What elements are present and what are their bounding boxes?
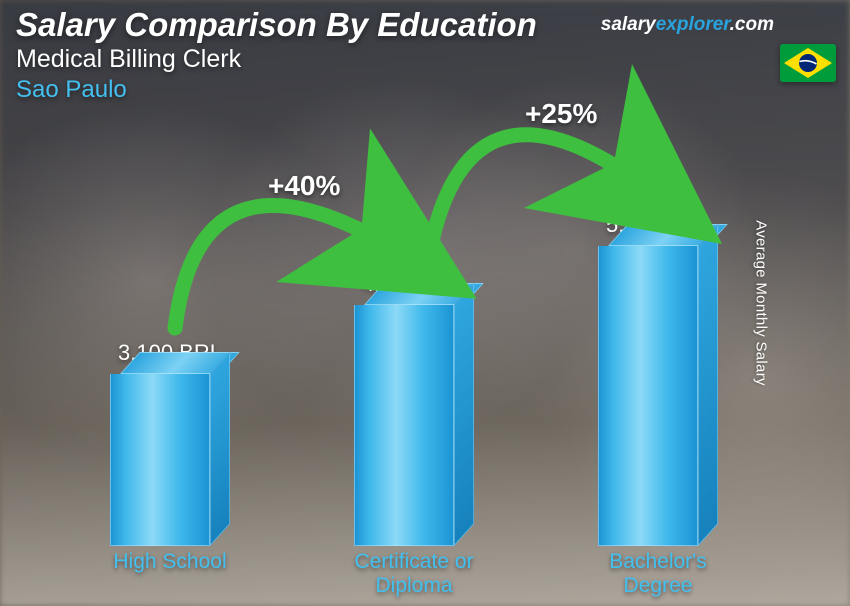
bar-slot-0: 3,100 BRL [70,340,270,546]
bar-chart: 3,100 BRL 4,330 BRL 5,400 BRL [48,130,780,546]
brand-part1: salary [601,14,656,35]
bar-2 [598,246,718,546]
brand-part2: explorer [656,14,730,35]
title-block: Salary Comparison By Education Medical B… [16,8,537,104]
bar-slot-1: 4,330 BRL [314,271,514,546]
brand-suffix: .com [730,14,774,35]
brand-logo: salaryexplorer.com [601,14,774,36]
brazil-flag-icon [780,44,836,82]
bar-0 [110,374,230,546]
infographic-content: Salary Comparison By Education Medical B… [0,0,850,606]
bar-1 [354,305,474,546]
title-job: Medical Billing Clerk [16,45,537,74]
xlabel-2: Bachelor'sDegree [558,550,758,598]
xlabel-0: High School [70,550,270,598]
bar-slot-2: 5,400 BRL [558,212,758,546]
title-location: Sao Paulo [16,76,537,104]
title-main: Salary Comparison By Education [16,8,537,43]
x-axis-labels: High School Certificate orDiploma Bachel… [48,550,780,598]
xlabel-1: Certificate orDiploma [314,550,514,598]
bars-container: 3,100 BRL 4,330 BRL 5,400 BRL [48,130,780,546]
